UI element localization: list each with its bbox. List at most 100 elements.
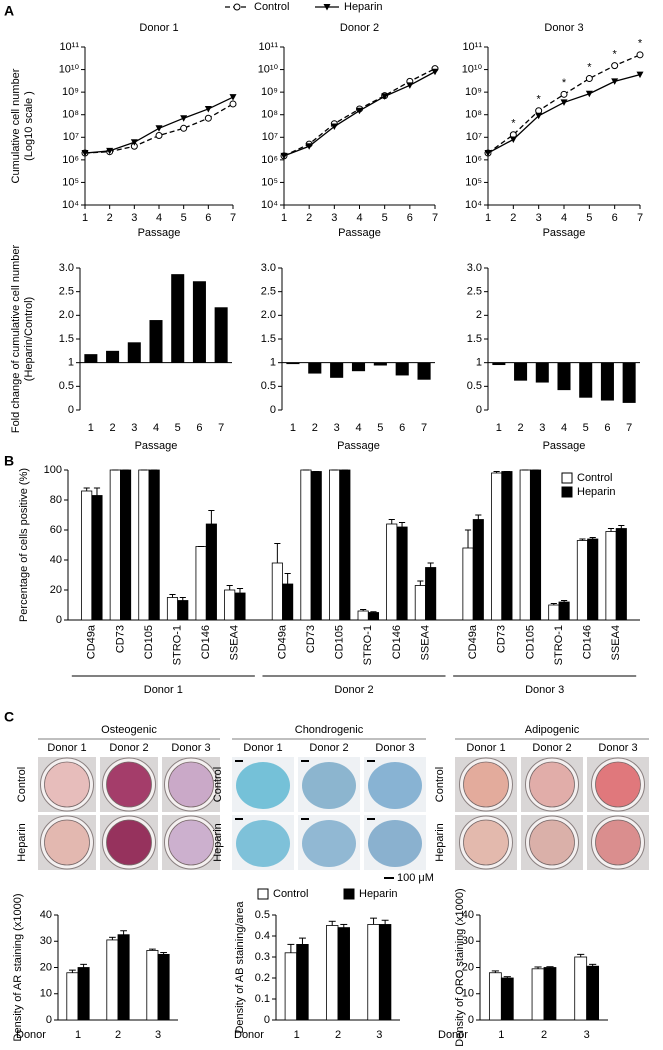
x-tick-label: 3 [334,422,340,434]
x-tick-label: 3 [331,212,337,224]
panel-label: C [4,709,14,725]
marker [484,150,492,157]
x-tick-label: 5 [377,422,383,434]
y-tick-label: 10⁸ [261,109,278,121]
bar [501,471,513,621]
y-tick-label: 10⁷ [466,131,482,143]
series-line [84,96,234,154]
marker [155,131,163,139]
y-tick-label: 10⁵ [62,176,79,188]
bar [462,547,474,621]
x-tick-label: 3 [584,1029,590,1041]
y-axis-label: Fold change of cumulative cell number [10,245,22,434]
y-axis-label: (Log10 scale ) [23,91,35,161]
y-tick-label: 10⁸ [465,109,482,121]
y-tick-label: 2.5 [467,286,482,298]
y-tick-label: 0 [476,404,482,416]
tissue-section [236,820,290,867]
row-label: Heparin [434,823,446,862]
y-tick-label: 2 [476,309,482,321]
x-tick-label: 4 [156,212,162,224]
y-tick-label: 1 [270,357,276,369]
bar [548,604,560,621]
chart-title: Donor 2 [340,22,379,34]
x-tick-label: 4 [153,422,159,434]
y-tick-label: 0 [270,404,276,416]
y-tick-label: 1.5 [261,333,276,345]
image-scale-bar [235,760,243,762]
x-tick-label: 1 [496,422,502,434]
significance-mark: * [587,61,592,73]
bar [177,600,189,621]
bar [357,610,369,621]
bar [472,519,484,621]
legend-swatch [257,888,269,900]
y-axis-label: Percentage of cells positive (%) [18,468,30,622]
y-tick-label: 0 [468,1014,474,1026]
x-tick-label: 3 [536,212,542,224]
x-tick-label: STRO-1 [172,625,184,665]
bar [514,362,528,381]
marker [180,115,188,122]
bar [558,601,570,621]
y-tick-label: 10 [40,988,52,1000]
panel-label: B [4,453,14,469]
x-tick-label: 1 [290,422,296,434]
x-tick-label: 4 [561,422,567,434]
bar [308,362,322,374]
y-tick-label: 10¹¹ [258,41,278,53]
y-tick-label: 30 [40,935,52,947]
x-tick-label: 1 [485,212,491,224]
tissue-section [368,820,422,867]
marker [406,82,414,89]
y-tick-label: 10⁷ [63,131,79,143]
bar [271,562,283,621]
y-tick-label: 10⁸ [62,109,79,121]
y-tick-label: 1.5 [59,333,74,345]
x-tick-label: 6 [196,422,202,434]
bar [386,523,398,621]
legend-marker [323,4,331,11]
legend-swatch [561,472,573,484]
bar [586,965,600,1021]
bar [127,342,141,363]
donor-header: Donor 1 [466,742,505,754]
x-tick-label: CD73 [114,625,126,653]
bar [622,362,636,403]
x-axis-label: Passage [135,440,178,452]
y-axis-label: Cumulative cell number [10,68,22,183]
x-tick-label: 2 [510,212,516,224]
image-scale-bar [367,760,375,762]
x-tick-label: SSEA4 [229,625,241,660]
x-tick-label: 3 [131,212,137,224]
marker [509,136,517,143]
x-axis-label: Donor [438,1029,468,1041]
y-tick-label: 100 [44,464,62,476]
x-tick-label: 6 [205,212,211,224]
y-tick-label: 0.2 [255,972,270,984]
legend-marker [233,3,241,11]
y-tick-label: 10⁶ [465,154,482,166]
y-axis-label: Density of AR staining (x1000) [12,894,24,1042]
group-label: Donor 3 [525,684,564,696]
bar [351,362,366,372]
marker [106,147,114,155]
x-tick-label: 1 [82,212,88,224]
stained-well [168,819,214,866]
bar [205,523,217,621]
bar [77,967,90,1021]
x-tick-label: 1 [281,212,287,224]
y-tick-label: 0.4 [255,930,270,942]
x-tick-label: CD73 [496,625,508,653]
bar [166,597,179,621]
y-tick-label: 10⁹ [261,86,278,98]
bar [367,612,379,621]
x-tick-label: 4 [356,212,362,224]
bar [574,956,588,1021]
x-tick-label: 5 [382,212,388,224]
y-tick-label: 10¹¹ [462,41,482,53]
significance-mark: * [511,118,516,130]
condition-title: Osteogenic [101,724,157,736]
marker [611,78,619,85]
y-tick-label: 10⁹ [62,86,79,98]
